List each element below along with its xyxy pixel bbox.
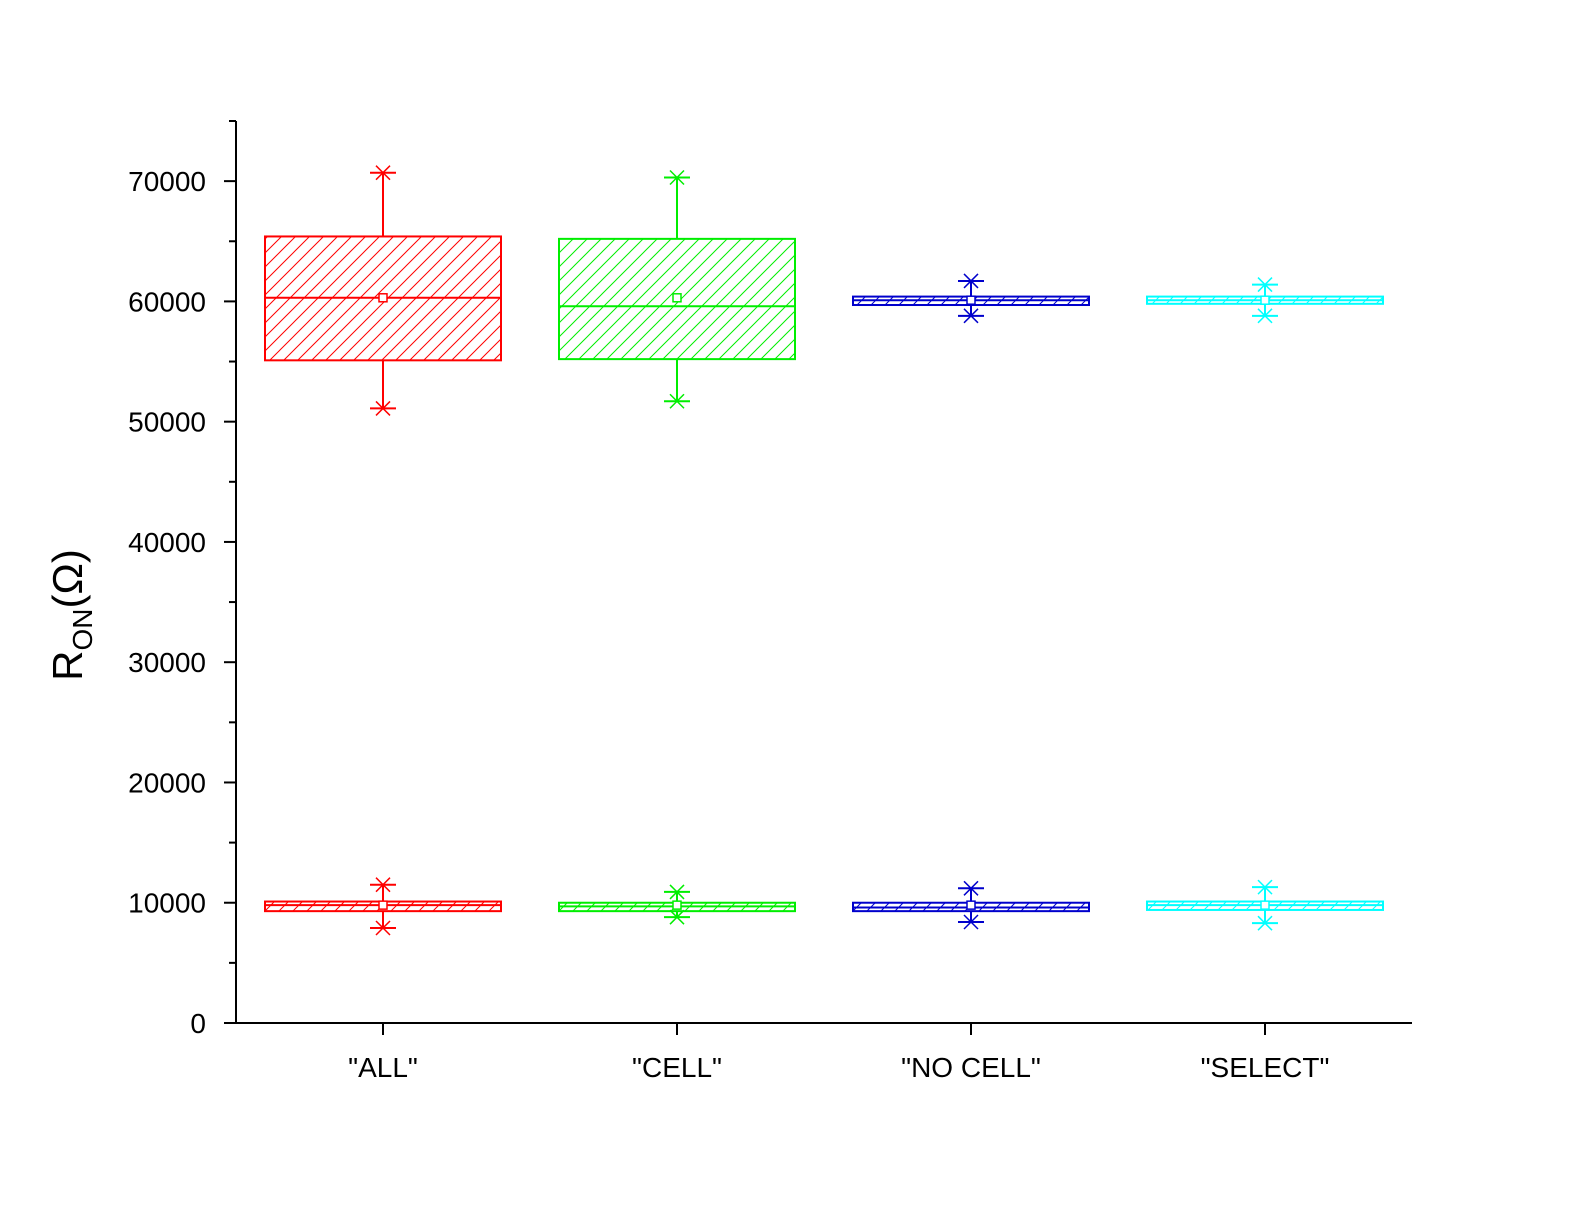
y-tick-label: 20000 [128,767,206,798]
y-tick-label: 30000 [128,647,206,678]
mean-marker [966,900,976,910]
extreme-marker [963,880,979,896]
extreme-marker [1257,277,1273,293]
box-high [852,273,1090,324]
mean-marker [672,293,682,303]
box-high [264,165,502,416]
x-tick-label: "ALL" [348,1052,418,1083]
ticks: 0 10000 20000 30000 40000 50000 60000 70000 "ALL… [128,120,1330,1083]
box-high [1146,277,1384,324]
extreme-marker [375,877,391,893]
y-tick-label: 10000 [128,888,206,919]
box-high [558,169,796,409]
extreme-marker [963,308,979,324]
y-tick-label: 70000 [128,166,206,197]
y-axis-title: RON(Ω) [44,549,98,681]
mean-marker [378,900,388,910]
y-tick-label: 50000 [128,407,206,438]
y-tick-label: 60000 [128,286,206,317]
y-axis-title-sub: ON [67,609,98,651]
x-tick-label: "SELECT" [1201,1052,1330,1083]
box-low [558,884,796,925]
box-low [1146,879,1384,931]
extreme-marker [1257,915,1273,931]
y-tick-label: 0 [190,1008,206,1039]
extreme-marker [963,914,979,930]
mean-marker [378,293,388,303]
extreme-marker [1257,879,1273,895]
x-tick-label: "NO CELL" [901,1052,1041,1083]
extreme-marker [669,909,685,925]
mean-marker [966,295,976,305]
mean-marker [1260,900,1270,910]
box-low [852,880,1090,930]
box-low [264,877,502,936]
axes [235,121,1412,1024]
y-axis-title-main: R [44,651,91,681]
x-tick-label: "CELL" [632,1052,722,1083]
extreme-marker [963,273,979,289]
extreme-marker [375,920,391,936]
extreme-marker [669,169,685,186]
mean-marker [1260,295,1270,305]
extreme-marker [1257,308,1273,324]
extreme-marker [669,884,685,900]
extreme-marker [375,400,391,416]
y-axis-title-unit: (Ω) [44,549,91,608]
box-series [264,165,1384,936]
extreme-marker [669,393,685,409]
extreme-marker [375,165,391,181]
y-tick-label: 40000 [128,527,206,558]
mean-marker [672,900,682,910]
